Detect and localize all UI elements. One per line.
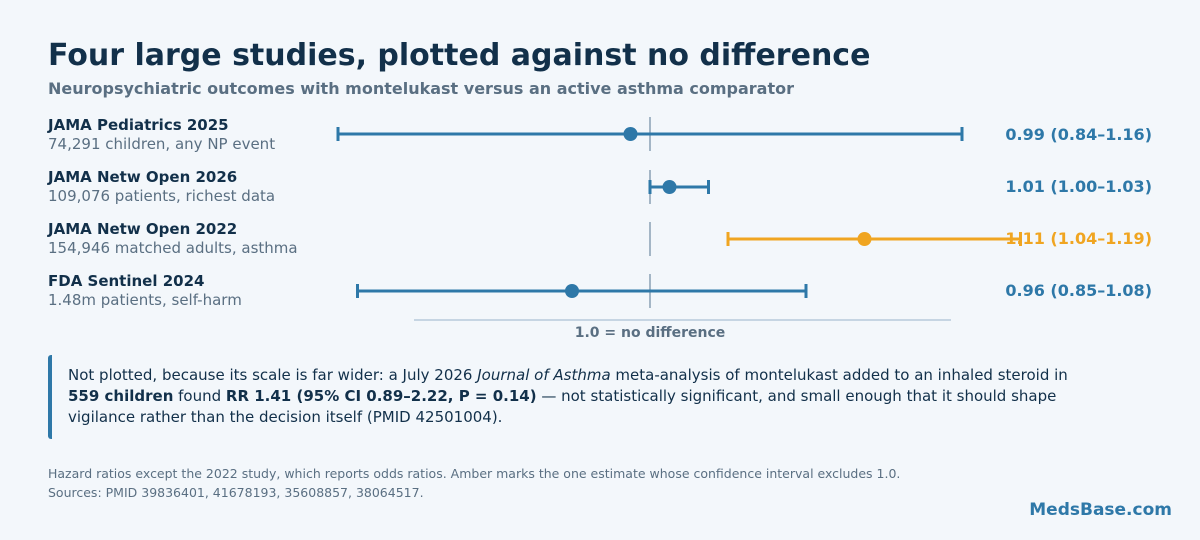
estimate-label-2: 1.11 (1.04–1.19) <box>1005 229 1152 248</box>
study-desc: 154,946 matched adults, asthma <box>48 239 298 257</box>
study-label-1: JAMA Netw Open 2026 109,076 patients, ri… <box>48 168 275 206</box>
study-label-3: FDA Sentinel 2024 1.48m patients, self-h… <box>48 272 242 310</box>
callout-journal: Journal of Asthma <box>477 366 611 384</box>
study-desc: 1.48m patients, self-harm <box>48 291 242 309</box>
footnote-line-1: Hazard ratios except the 2022 study, whi… <box>48 466 901 481</box>
study-desc: 109,076 patients, richest data <box>48 187 276 205</box>
footnote-line-2: Sources: PMID 39836401, 41678193, 356088… <box>48 485 424 500</box>
chart-title: Four large studies, plotted against no d… <box>48 38 871 73</box>
estimate-label-1: 1.01 (1.00–1.03) <box>1005 177 1152 196</box>
study-name: JAMA Netw Open 2026 <box>48 168 238 186</box>
forest-plot: 1.0 = no difference <box>336 117 1022 341</box>
point-estimate <box>623 127 638 141</box>
callout-children: 559 children <box>68 387 174 405</box>
study-name: JAMA Netw Open 2022 <box>48 220 238 238</box>
footnote: Hazard ratios except the 2022 study, whi… <box>48 464 900 502</box>
estimate-label-0: 0.99 (0.84–1.16) <box>1005 125 1152 144</box>
study-label-0: JAMA Pediatrics 2025 74,291 children, an… <box>48 116 275 154</box>
callout-text-4: — not statistically significant, and sma… <box>68 387 1057 426</box>
study-label-2: JAMA Netw Open 2022 154,946 matched adul… <box>48 220 298 258</box>
estimate-label-3: 0.96 (0.85–1.08) <box>1005 281 1152 300</box>
study-name: JAMA Pediatrics 2025 <box>48 116 229 134</box>
callout-text-3: found <box>173 387 226 405</box>
chart-subtitle: Neuropsychiatric outcomes with monteluka… <box>48 79 794 98</box>
study-name: FDA Sentinel 2024 <box>48 272 205 290</box>
brand-logo-text: MedsBase.com <box>1029 500 1172 520</box>
study-desc: 74,291 children, any NP event <box>48 135 276 153</box>
reference-label: 1.0 = no difference <box>575 325 726 341</box>
callout-text-2: meta-analysis of montelukast added to an… <box>610 366 1068 384</box>
callout-result: RR 1.41 (95% CI 0.89–2.22, P = 0.14) <box>225 387 537 405</box>
point-estimate <box>662 180 677 194</box>
callout-box: Not plotted, because its scale is far wi… <box>48 355 1098 439</box>
point-estimate <box>565 284 579 298</box>
callout-text-1: Not plotted, because its scale is far wi… <box>68 366 478 384</box>
point-estimate <box>857 232 872 246</box>
